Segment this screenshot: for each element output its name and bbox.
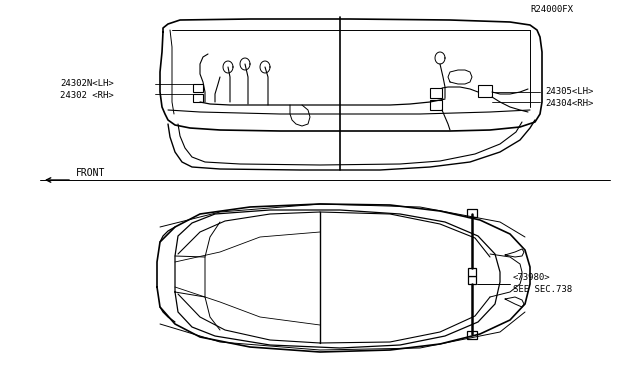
Text: 24304<RH>: 24304<RH> <box>545 99 593 109</box>
Text: SEE SEC.738: SEE SEC.738 <box>513 285 572 295</box>
Bar <box>193 94 203 102</box>
Text: FRONT: FRONT <box>76 168 106 178</box>
Text: 24302N<LH>: 24302N<LH> <box>60 80 114 89</box>
Bar <box>468 268 476 276</box>
Bar <box>193 84 203 92</box>
Text: <73980>: <73980> <box>513 273 550 282</box>
Bar <box>468 276 476 284</box>
Bar <box>467 331 477 339</box>
Bar <box>478 85 492 97</box>
Bar <box>467 209 477 217</box>
Text: 24302 <RH>: 24302 <RH> <box>60 92 114 100</box>
Bar <box>430 88 442 98</box>
Bar <box>430 100 442 110</box>
Text: 24305<LH>: 24305<LH> <box>545 87 593 96</box>
Text: R24000FX: R24000FX <box>530 6 573 15</box>
